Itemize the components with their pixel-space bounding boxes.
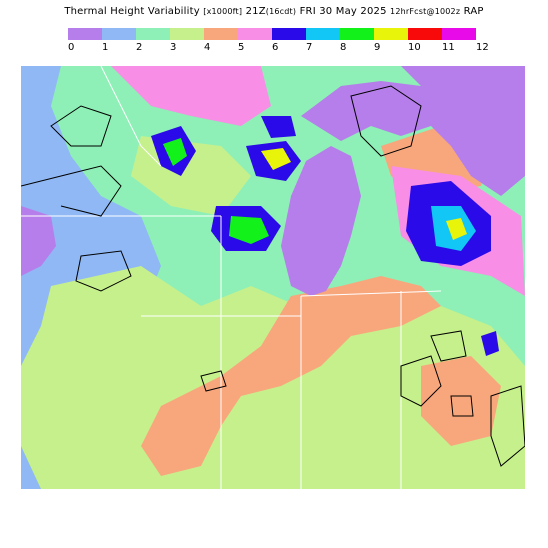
title-local: (16cdt) <box>265 7 297 16</box>
title-time: 21Z <box>245 6 266 17</box>
legend-swatch <box>136 28 170 40</box>
legend-label: 9 <box>374 42 381 53</box>
field-level-4-east <box>421 356 501 446</box>
field-high-patch-se <box>481 331 499 356</box>
legend-swatch <box>408 28 442 40</box>
field-level-5-north <box>111 66 271 126</box>
lake-superior <box>301 81 451 141</box>
legend-label: 7 <box>306 42 313 53</box>
field-high-patch-east-core <box>446 218 467 240</box>
field-high-patch-4 <box>261 116 296 138</box>
title-main: Thermal Height Variability <box>64 6 200 17</box>
legend-label: 12 <box>476 42 489 53</box>
legend-label: 1 <box>102 42 109 53</box>
field-high-patch-3-inner <box>261 148 291 170</box>
legend-swatch <box>340 28 374 40</box>
map-canvas <box>21 66 525 489</box>
title-unit: [x1000ft] <box>203 7 243 16</box>
title-forecast: 12hrFcst@1002z <box>390 7 461 16</box>
field-high-patch-2-inner <box>229 216 269 244</box>
legend-swatch <box>306 28 340 40</box>
lake-west <box>21 206 56 276</box>
legend-swatch <box>374 28 408 40</box>
legend-label: 8 <box>340 42 347 53</box>
color-legend: 0 1 2 3 4 5 6 7 8 9 10 11 12 <box>68 28 489 58</box>
lake-michigan <box>281 146 361 296</box>
legend-label: 4 <box>204 42 211 53</box>
legend-label: 11 <box>442 42 455 53</box>
legend-label: 6 <box>272 42 279 53</box>
legend-label: 5 <box>238 42 245 53</box>
legend-label: 3 <box>170 42 177 53</box>
legend-color-bar <box>68 28 476 40</box>
legend-label: 2 <box>136 42 143 53</box>
legend-swatch <box>68 28 102 40</box>
legend-swatch <box>170 28 204 40</box>
thermal-height-map <box>21 66 525 489</box>
legend-swatch <box>272 28 306 40</box>
legend-swatch <box>442 28 476 40</box>
field-level-4 <box>141 276 441 476</box>
state-borders <box>21 66 442 489</box>
map-title: Thermal Height Variability [x1000ft] 21Z… <box>0 6 548 17</box>
legend-labels: 0 1 2 3 4 5 6 7 8 9 10 11 12 <box>68 42 510 53</box>
lake-huron <box>401 66 525 196</box>
field-high-patch-1-inner <box>163 138 187 166</box>
legend-swatch <box>204 28 238 40</box>
legend-swatch <box>102 28 136 40</box>
legend-label: 0 <box>68 42 75 53</box>
contour-lines <box>21 85 525 467</box>
title-model: RAP <box>463 6 484 17</box>
legend-swatch <box>238 28 272 40</box>
legend-label: 10 <box>408 42 421 53</box>
title-date: FRI 30 May 2025 <box>299 6 387 17</box>
